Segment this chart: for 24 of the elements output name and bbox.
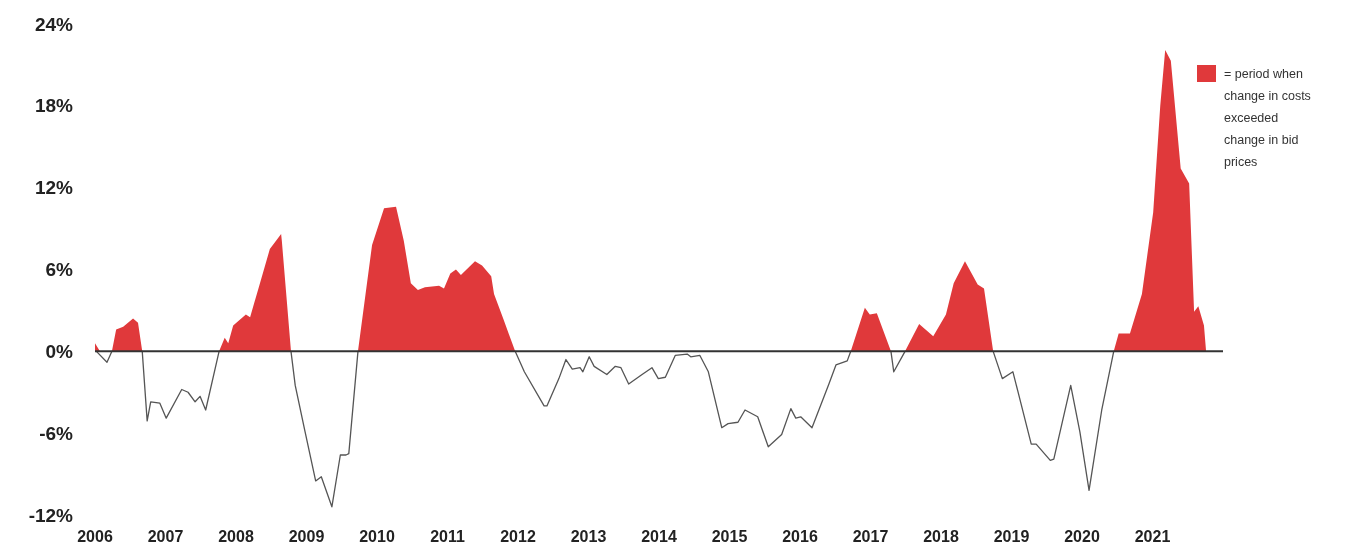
x-tick-label: 2008 [218, 528, 254, 545]
x-tick-label: 2011 [430, 528, 465, 545]
x-tick-label: 2019 [993, 528, 1030, 545]
y-tick-label: 12% [34, 177, 74, 199]
y-tick-label: 18% [34, 95, 74, 117]
x-tick-label: 2010 [359, 528, 395, 545]
y-tick-label: 24% [34, 13, 74, 35]
y-tick-label: 6% [45, 259, 74, 281]
legend-label: = period when change in costs exceeded change in bid prices [1224, 67, 1311, 169]
y-tick-label: -6% [39, 422, 74, 444]
x-tick-label: 2018 [923, 528, 959, 545]
x-tick-label: 2009 [288, 528, 325, 545]
x-tick-label: 2017 [852, 528, 889, 545]
x-tick-label: 2013 [570, 528, 607, 545]
x-tick-label: 2016 [782, 528, 818, 545]
x-tick-label: 2020 [1064, 528, 1100, 545]
x-tick-label: 2021 [1134, 528, 1171, 545]
x-tick-label: 2007 [147, 528, 184, 545]
y-tick-label: 0% [45, 340, 74, 362]
y-tick-label: -12% [28, 504, 74, 526]
x-tick-label: 2014 [641, 528, 677, 545]
x-tick-label: 2012 [500, 528, 536, 545]
x-tick-label: 2006 [77, 528, 113, 545]
x-tick-label: 2015 [711, 528, 748, 545]
